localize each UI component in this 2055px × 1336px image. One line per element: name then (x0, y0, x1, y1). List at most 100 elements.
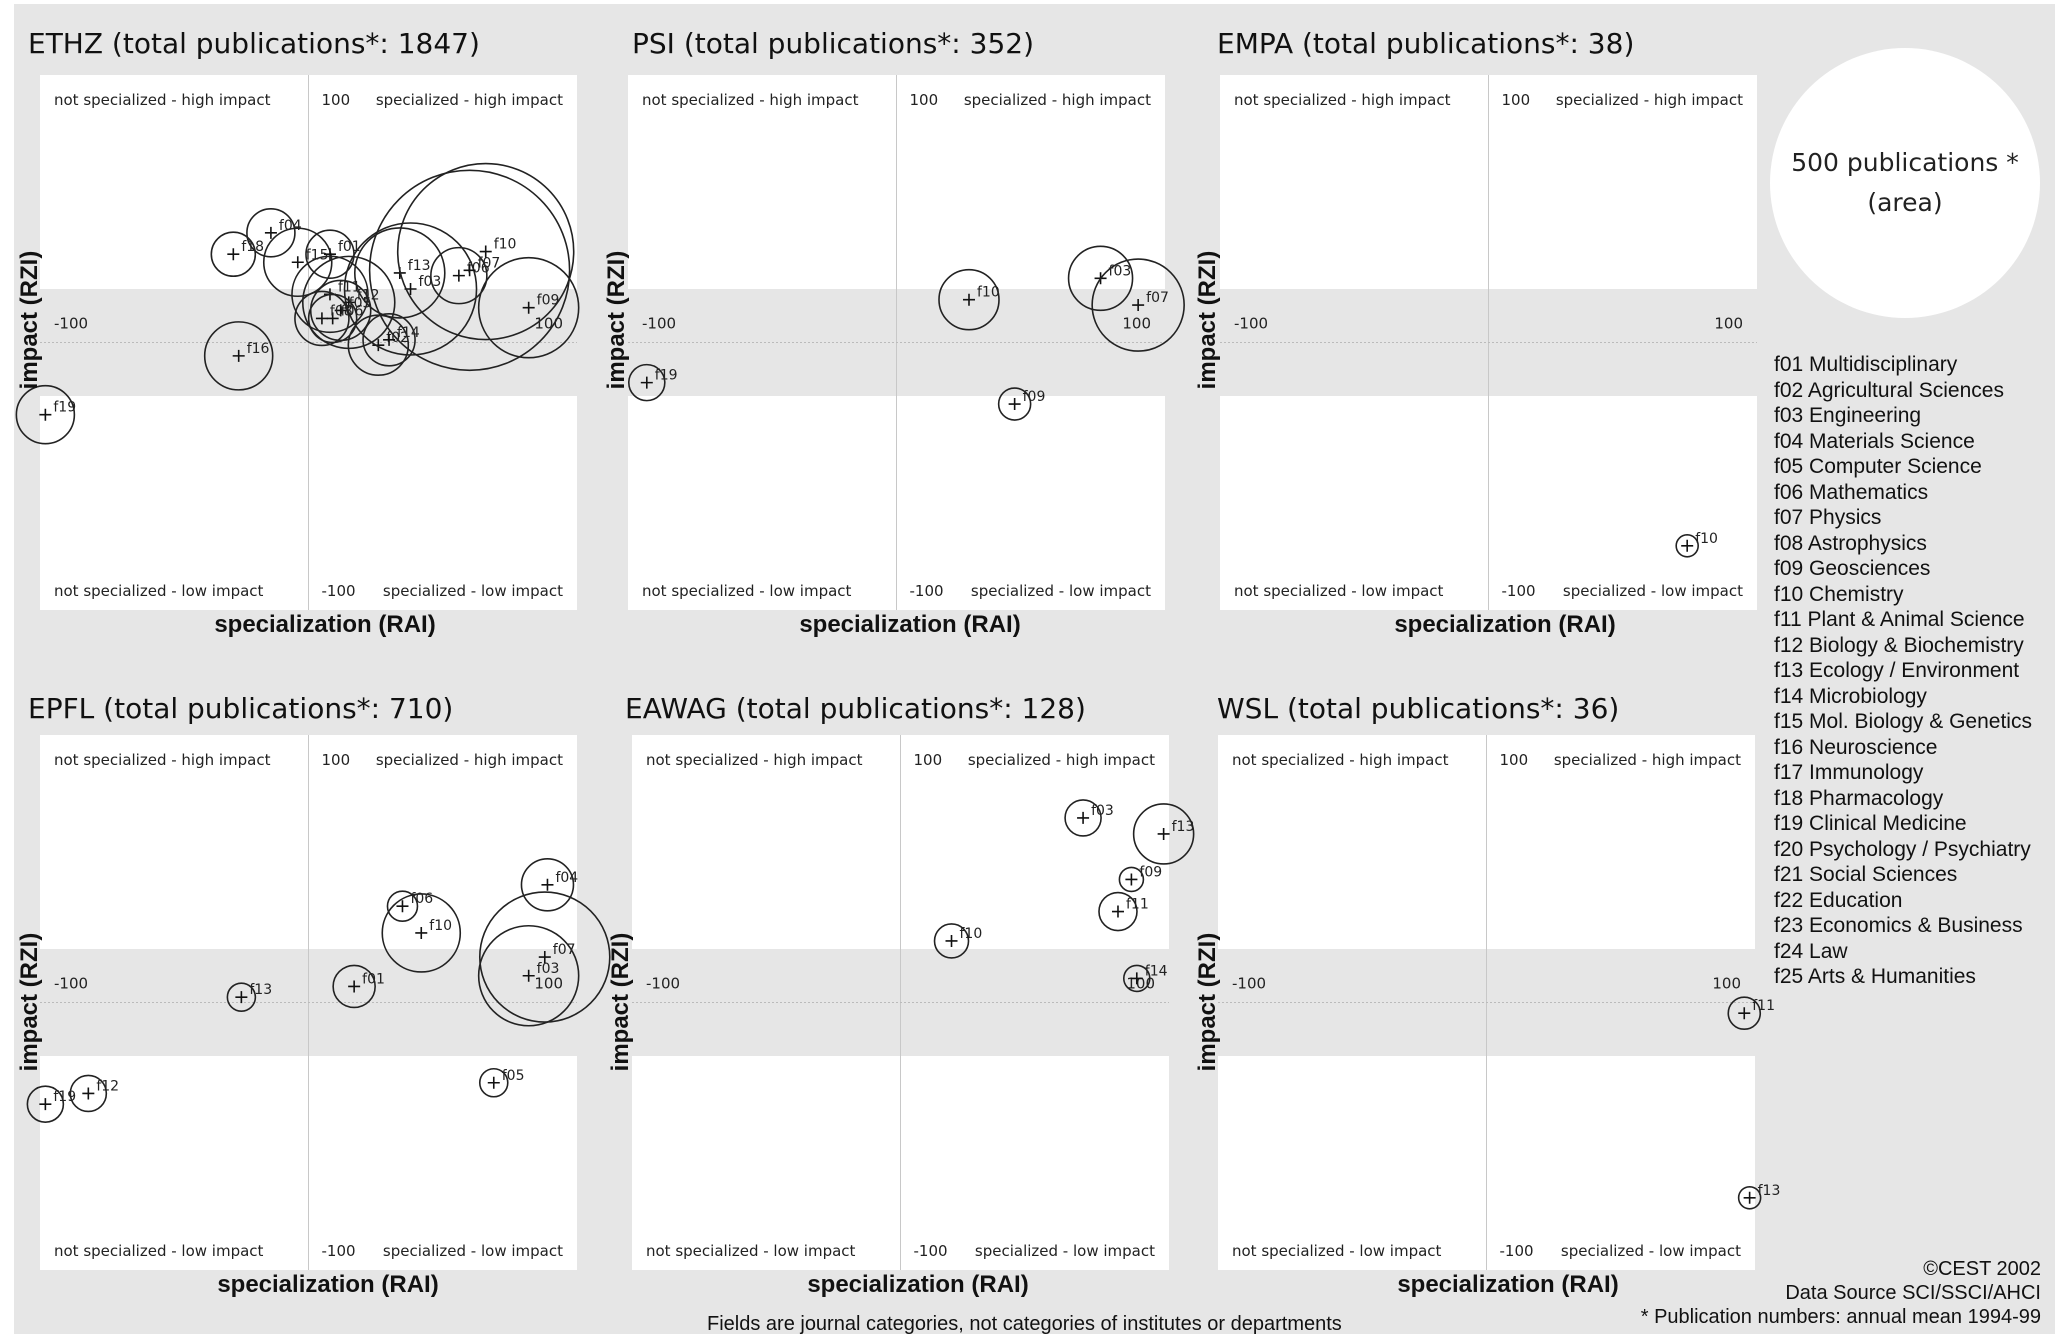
legend-item: f07 Physics (1774, 506, 1882, 529)
quadrant-label: specialized - high impact (968, 751, 1155, 769)
wsl-x-axis-label: specialization (RAI) (1397, 1271, 1619, 1298)
bubble-label: f09 (1023, 389, 1046, 405)
copyright-text: ©CEST 2002 (1923, 1258, 2041, 1280)
bubble-label: f13 (249, 982, 272, 998)
quadrant-label: not specialized - high impact (646, 751, 863, 769)
panel-title-wsl: WSL (total publications*: 36) (1217, 692, 1620, 725)
eawag-y-axis-label: impact (RZI) (607, 932, 634, 1072)
bubble-f08 (294, 290, 350, 347)
fields-note-text: Fields are journal categories, not categ… (707, 1313, 1342, 1335)
legend-item: f13 Ecology / Environment (1774, 659, 2020, 682)
bubble-f02 (347, 314, 410, 376)
bubble-center-marker (39, 408, 52, 421)
bubble-f09 (1118, 866, 1145, 893)
panel-title-eawag: EAWAG (total publications*: 128) (625, 692, 1086, 725)
bubble-f07 (368, 169, 571, 372)
x-tick-label-right: 100 (534, 975, 563, 993)
bubble-label: f01 (362, 971, 385, 987)
bubble-label: f09 (537, 293, 560, 309)
bubble-label: f07 (553, 942, 576, 958)
epfl-x-axis-label: specialization (RAI) (217, 1271, 439, 1298)
bubble-f18 (210, 231, 257, 278)
bubble-label: f16 (247, 341, 270, 357)
x-tick-label-left: -100 (1232, 975, 1266, 993)
bubble-label: f10 (960, 926, 983, 942)
y-tick-label-top: 100 (1502, 91, 1531, 109)
bubble-f07 (1091, 258, 1185, 352)
quadrant-label: not specialized - low impact (646, 1242, 856, 1260)
quadrant-label: not specialized - low impact (1232, 1242, 1442, 1260)
bubble-label: f04 (279, 218, 302, 234)
x-tick-label-left: -100 (54, 315, 88, 333)
bubble-f09 (997, 387, 1032, 421)
bubble-f04 (246, 208, 296, 258)
bubble-f03 (477, 924, 580, 1027)
legend-item: f15 Mol. Biology & Genetics (1774, 710, 2032, 733)
bubble-label: f19 (655, 368, 678, 384)
bubble-f19 (26, 1085, 65, 1123)
x-tick-label-left: -100 (642, 315, 676, 333)
wsl-plot: not specialized - high impact specialized… (1218, 735, 1780, 1270)
bubble-center-marker (235, 991, 248, 1004)
x-tick-label-right: 100 (1714, 315, 1743, 333)
bubble-f11 (291, 255, 369, 334)
legend-item: f21 Social Sciences (1774, 863, 1958, 886)
bubble-f03 (1067, 245, 1134, 312)
legend-item: f10 Chemistry (1774, 582, 1904, 606)
bubble-f13 (353, 227, 446, 319)
panel-title-empa: EMPA (total publications*: 38) (1217, 27, 1635, 60)
quadrant-label: specialized - low impact (975, 1242, 1155, 1260)
bubble-center-marker (1130, 972, 1143, 985)
quadrant-label: specialized - low impact (1561, 1242, 1741, 1260)
x-tick-label-left: -100 (54, 975, 88, 993)
bubble-f13 (1737, 1185, 1762, 1210)
bubble-center-marker (1077, 811, 1090, 824)
quadrant-label: specialized - high impact (376, 751, 563, 769)
y-tick-label-top: 100 (1500, 751, 1529, 769)
bubble-f11 (1098, 891, 1138, 932)
bubble-label: f03 (537, 961, 560, 977)
bubble-center-marker (415, 926, 428, 939)
field-legend: f01 Multidisciplinary f02 Agricultural Sc… (1774, 352, 2032, 990)
bubble-center-marker (232, 349, 245, 362)
bubble-f14 (362, 313, 416, 367)
bubble-center-marker (463, 264, 476, 277)
legend-item: f23 Economics & Business (1774, 914, 2023, 937)
legend-item: f09 Geosciences (1774, 557, 1931, 580)
bubble-f12 (69, 1074, 108, 1113)
quadrant-label: not specialized - low impact (642, 582, 852, 600)
bubble-center-marker (291, 256, 304, 269)
bubble-label: f05 (502, 1068, 525, 1084)
bubble-f01 (332, 964, 376, 1009)
bubble-label: f01 (338, 239, 361, 255)
y-tick-label-bottom: -100 (910, 582, 944, 600)
bubble-center-marker (479, 245, 492, 258)
x-tick-label-right: 100 (1122, 315, 1151, 333)
bubble-f03 (343, 222, 478, 356)
bubble-center-marker (315, 312, 328, 325)
empa-x-axis-label: specialization (RAI) (1394, 611, 1616, 638)
legend-item: f04 Materials Science (1774, 429, 1975, 453)
bubble-center-marker (487, 1076, 500, 1089)
legend-item: f06 Mathematics (1774, 480, 1929, 504)
bubble-center-marker (945, 934, 958, 947)
bubble-label: f12 (96, 1078, 119, 1094)
bubble-f04 (520, 858, 575, 912)
psi-x-axis-label: specialization (RAI) (799, 611, 1021, 638)
bubble-label: f13 (408, 258, 431, 274)
bubble-f06 (430, 246, 488, 305)
bubble-label: f10 (1695, 531, 1718, 547)
bubble-center-marker (342, 296, 355, 309)
legend-item: f18 Pharmacology (1774, 786, 1944, 810)
y-tick-label-top: 100 (910, 91, 939, 109)
bubble-center-marker (1132, 299, 1145, 312)
bubble-label: f13 (1758, 1183, 1781, 1199)
ethz-x-axis-label: specialization (RAI) (214, 611, 436, 638)
y-tick-label-bottom: -100 (322, 582, 356, 600)
bubble-center-marker (264, 226, 277, 239)
bubble-f10 (396, 162, 575, 341)
bubble-label: f09 (1139, 864, 1162, 880)
bubble-center-marker (227, 248, 240, 261)
bubble-center-marker (82, 1087, 95, 1100)
quadrant-label: specialized - low impact (1563, 582, 1743, 600)
